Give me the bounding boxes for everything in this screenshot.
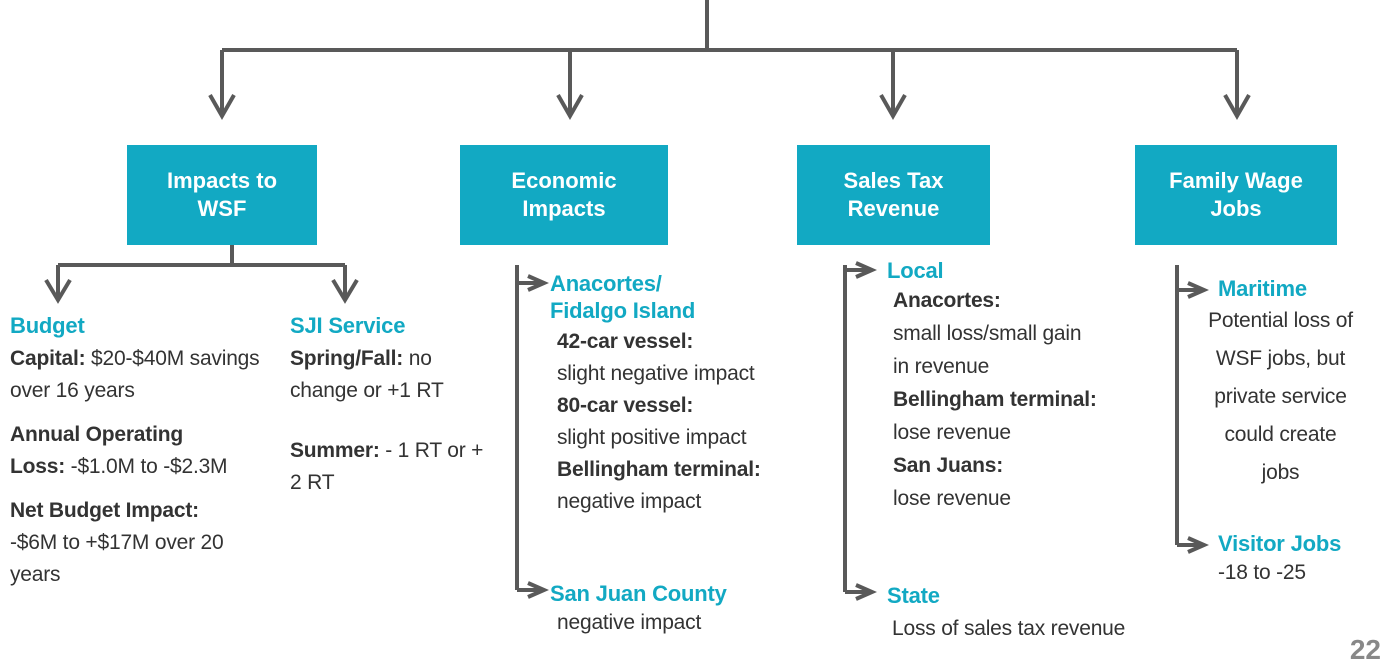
term: Bellingham terminal: [557, 458, 761, 481]
economic-branch [515, 265, 549, 599]
box-label: Revenue [847, 196, 940, 221]
budget-block: Budget Capital: $20-$40M savings over 16… [10, 312, 272, 591]
text: $20-$40M savings over 16 years [10, 347, 260, 402]
box-label: Jobs [1210, 196, 1262, 221]
term: 80-car vessel: [557, 394, 694, 417]
maritime-block: Maritime Potential loss of WSF jobs, but… [1208, 275, 1358, 492]
sanjuan-block: San Juan County negative impact [550, 580, 790, 639]
tax-branch [843, 261, 877, 601]
text: Potential loss of WSF jobs, but private … [1208, 309, 1353, 484]
arrowheads [208, 94, 1251, 121]
items: 42-car vessel: slight negative impact 80-… [557, 326, 790, 518]
text: no change or +1 RT [290, 347, 444, 402]
item: 80-car vessel: slight positive impact [557, 390, 790, 454]
text: -$1.0M to -$2.3M [65, 455, 228, 478]
item: Bellingham terminal: negative impact [557, 454, 790, 518]
box-label: Sales Tax [843, 168, 944, 193]
visitor-block: Visitor Jobs -18 to -25 [1218, 530, 1378, 589]
text: slight positive impact [557, 426, 747, 449]
text: lose revenue [893, 487, 1011, 510]
item: Bellingham terminal: lose revenue [893, 383, 1153, 449]
item: Net Budget Impact: -$6M to +$17M over 20… [10, 495, 250, 591]
state-block: State Loss of sales tax revenue [887, 582, 1167, 645]
box-label: Impacts [522, 196, 606, 221]
page-number: 22 [1349, 634, 1381, 665]
item: Spring/Fall: no change or +1 RT [290, 343, 490, 407]
box: Economic Impacts [460, 145, 668, 245]
box-label: Family Wage [1169, 168, 1303, 193]
text: negative impact [557, 490, 702, 513]
tree-lines [220, 0, 1239, 115]
item: Capital: $20-$40M savings over 16 years [10, 343, 272, 407]
term: 42-car vessel: [557, 330, 694, 353]
jobs-branch [1175, 265, 1209, 554]
text: lose revenue [893, 421, 1011, 444]
item: Anacortes: small loss/small gain in reven… [893, 284, 1093, 383]
heading: State [887, 583, 940, 608]
heading: Budget [10, 313, 85, 338]
text: -$6M to +$17M over 20 years [10, 531, 224, 586]
heading: SJI Service [290, 313, 406, 338]
item: San Juans: lose revenue [893, 449, 1093, 515]
term: Annual Operating Loss: [10, 423, 183, 478]
heading: Visitor Jobs [1218, 531, 1342, 556]
box-label: WSF [197, 196, 247, 221]
sji-block: SJI Service Spring/Fall: no change or +1… [290, 312, 490, 499]
term: Spring/Fall: [290, 347, 404, 370]
text: - 1 RT or + 2 RT [290, 439, 484, 494]
term: San Juans: [893, 454, 1004, 477]
term: Summer: [290, 439, 380, 462]
text: -18 to -25 [1218, 561, 1306, 584]
item: 42-car vessel: slight negative impact [557, 326, 790, 390]
text: small loss/small gain in revenue [893, 322, 1082, 378]
term: Bellingham terminal: [893, 388, 1097, 411]
wsf-branch [44, 245, 359, 304]
box-label: Impacts to [166, 168, 278, 193]
item: Summer: - 1 RT or + 2 RT [290, 435, 485, 499]
box: Sales Tax Revenue [797, 145, 990, 245]
box: Impacts to WSF [127, 145, 317, 245]
text: negative impact [557, 611, 702, 634]
heading: Local [887, 258, 944, 283]
term: Net Budget Impact: [10, 499, 199, 522]
item: Annual Operating Loss: -$1.0M to -$2.3M [10, 419, 240, 483]
heading: San Juan County [550, 581, 727, 606]
heading: Anacortes/ [550, 271, 662, 296]
heading: Fidalgo Island [550, 298, 696, 323]
text: Loss of sales tax revenue [892, 617, 1126, 640]
box-label: Economic [511, 168, 617, 193]
term: Capital: [10, 347, 86, 370]
items: Anacortes: small loss/small gain in reven… [893, 284, 1097, 515]
anacortes-block: Anacortes/ Fidalgo Island 42-car vessel:… [550, 270, 790, 518]
term: Anacortes: [893, 289, 1001, 312]
box: Family Wage Jobs [1135, 145, 1337, 245]
heading: Maritime [1218, 276, 1307, 301]
local-block: Local Anacortes: small loss/small gain in… [887, 257, 1157, 515]
text: slight negative impact [557, 362, 755, 385]
